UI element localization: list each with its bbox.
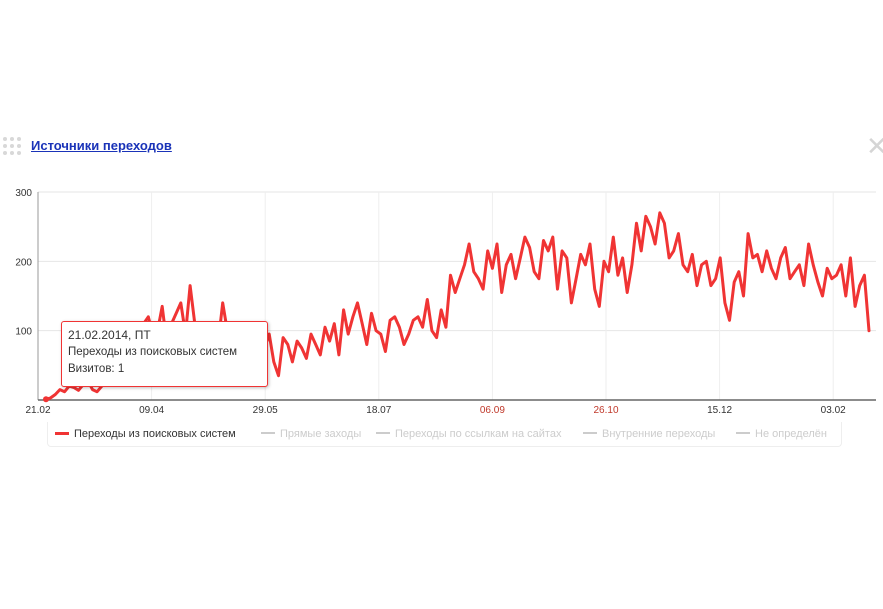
tooltip-date: 21.02.2014, ПТ (68, 328, 151, 342)
legend-swatch (261, 432, 275, 435)
legend-item[interactable]: Прямые заходы (261, 428, 361, 442)
drag-handle-icon[interactable] (3, 137, 21, 155)
x-tick-label: 15.12 (707, 405, 732, 416)
x-tick-label: 18.07 (366, 405, 391, 416)
legend-label: Не определён (755, 428, 827, 440)
legend-item[interactable]: Переходы по ссылкам на сайтах (376, 428, 561, 442)
x-tick-label: 29.05 (253, 405, 278, 416)
x-tick-label: 06.09 (480, 405, 505, 416)
x-tick-label: 21.02 (25, 405, 50, 416)
legend-item[interactable]: Переходы из поисковых систем (55, 428, 236, 442)
series-line-0 (44, 211, 871, 401)
legend-label: Внутренние переходы (602, 428, 716, 440)
legend-item[interactable]: Внутренние переходы (583, 428, 715, 442)
widget-title-link[interactable]: Источники переходов (31, 138, 172, 153)
chart-legend: Переходы из поисковых систем Прямые заход… (47, 422, 842, 447)
y-tick-label: 100 (15, 327, 32, 338)
line-chart: 100 200 300 21.02 09.04 29.05 18.07 06.09 26.10 1… (15, 188, 876, 416)
hover-point-marker (43, 396, 49, 403)
legend-label: Прямые заходы (280, 428, 362, 440)
widget-header: Источники переходов ✕ (0, 131, 883, 161)
legend-swatch (55, 431, 69, 435)
legend-swatch (736, 432, 750, 435)
y-tick-label: 300 (15, 188, 32, 199)
x-tick-label: 09.04 (139, 405, 164, 416)
x-tick-label: 03.02 (821, 405, 846, 416)
chart-tooltip: 21.02.2014, ПТ Переходы из поисковых сис… (61, 321, 268, 387)
legend-item[interactable]: Не определён (736, 428, 827, 442)
close-icon[interactable]: ✕ (866, 131, 883, 161)
x-tick-label: 26.10 (593, 405, 618, 416)
legend-label: Переходы по ссылкам на сайтах (395, 428, 562, 440)
legend-swatch (583, 432, 597, 435)
tooltip-visits: Визитов: 1 (68, 363, 125, 375)
legend-label: Переходы из поисковых систем (74, 428, 236, 440)
y-tick-label: 200 (15, 257, 32, 268)
legend-swatch (376, 432, 390, 435)
tooltip-series-name: Переходы из поисковых систем (68, 346, 238, 358)
